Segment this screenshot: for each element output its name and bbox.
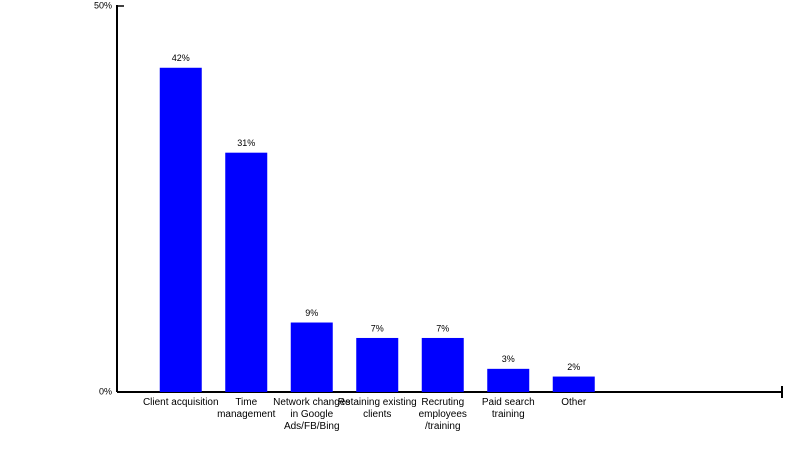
x-tick-label-box: Paid search training — [481, 397, 535, 420]
value-label: 31% — [237, 138, 255, 148]
x-tick-label-box: Recruting employees /training — [418, 397, 467, 432]
value-label: 7% — [436, 323, 449, 333]
value-label: 2% — [567, 362, 580, 372]
x-tick-label: Other — [561, 397, 587, 408]
bar — [356, 337, 399, 392]
bar — [552, 376, 595, 392]
bar — [290, 322, 333, 392]
y-tick-label: 50% — [94, 0, 112, 10]
x-tick-label-box: Other — [561, 397, 587, 408]
y-tick-label: 0% — [99, 386, 112, 396]
x-tick-label-box: Time management — [217, 397, 276, 420]
x-tick-label: Recruting employees /training — [418, 397, 467, 432]
bar — [487, 368, 530, 392]
bar — [421, 337, 464, 392]
x-tick-label-box: Retaining existing clients — [337, 397, 417, 420]
value-label: 3% — [502, 354, 515, 364]
x-tick-label-box: Client acquisition — [142, 397, 219, 408]
x-tick-label-box: Network changes in Google Ads/FB/Bing — [273, 397, 351, 432]
x-tick-label: Retaining existing clients — [337, 397, 417, 420]
value-label: 7% — [371, 323, 384, 333]
x-tick-label: Time management — [217, 397, 276, 420]
bar — [225, 152, 268, 392]
x-tick-label: Client acquisition — [142, 397, 219, 408]
bar — [159, 67, 202, 392]
value-label: 42% — [172, 53, 190, 63]
x-tick-label: Network changes in Google Ads/FB/Bing — [273, 397, 351, 432]
x-tick-label: Paid search training — [481, 397, 535, 420]
value-label: 9% — [305, 308, 318, 318]
